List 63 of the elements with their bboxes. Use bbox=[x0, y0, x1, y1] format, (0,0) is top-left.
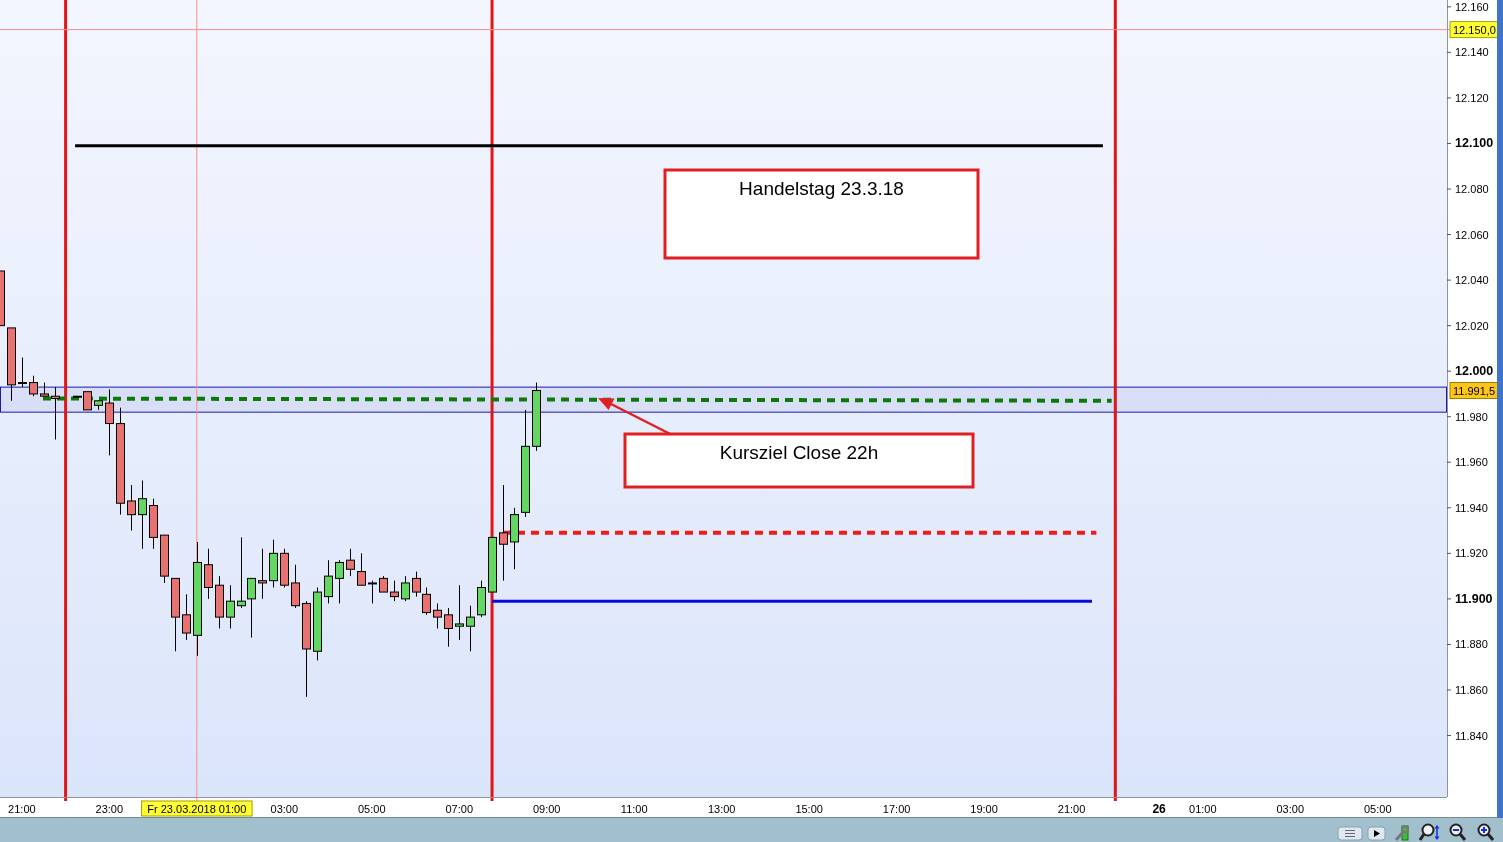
candlestick bbox=[466, 605, 475, 652]
candlestick bbox=[335, 559, 344, 604]
y-tick-label: 11.940 bbox=[1455, 501, 1488, 514]
y-tick-label: 12.160 bbox=[1455, 0, 1489, 13]
y-tick-label: 12.020 bbox=[1455, 319, 1489, 332]
x-tick-label: 21:00 bbox=[1057, 803, 1086, 815]
y-tick-label: 12.140 bbox=[1455, 46, 1489, 59]
candlestick bbox=[204, 548, 213, 600]
x-tick-label: 07:00 bbox=[445, 803, 474, 815]
candlestick bbox=[422, 587, 431, 616]
candlestick bbox=[18, 357, 27, 388]
x-tick-label: 17:00 bbox=[882, 803, 911, 815]
annotation: Handelstag 23.3.18 bbox=[739, 177, 904, 199]
candlestick bbox=[226, 584, 235, 629]
candlestick bbox=[105, 388, 114, 456]
x2-tick-label: 01:00 bbox=[1189, 803, 1217, 815]
y-tick-label: 11.960 bbox=[1455, 456, 1488, 469]
y-tick-label: 12.080 bbox=[1455, 183, 1489, 195]
candlestick bbox=[258, 548, 267, 600]
y-tick-label: 12.060 bbox=[1455, 228, 1489, 241]
x-tick-label: 23:00 bbox=[95, 803, 124, 815]
x-tick-label: 03:00 bbox=[270, 803, 299, 815]
candlestick bbox=[444, 607, 453, 648]
candlestick bbox=[455, 584, 464, 641]
y-tick-label: 12.040 bbox=[1455, 274, 1489, 287]
x-tick-label: 21:00 bbox=[8, 803, 36, 815]
candlestick bbox=[247, 577, 256, 639]
y-tick-label: 12.120 bbox=[1455, 91, 1489, 104]
candlestick bbox=[127, 484, 136, 532]
y-tick-label: 11.880 bbox=[1455, 638, 1488, 651]
candlestick bbox=[357, 552, 366, 586]
ref-line-label: 12.150,0 bbox=[1453, 23, 1496, 36]
text: 11.991,5 bbox=[1453, 384, 1496, 397]
x-tick-label: 05:00 bbox=[358, 803, 386, 815]
y-tick-label: 11.920 bbox=[1455, 547, 1488, 560]
x2-tick-label: 26 bbox=[1152, 802, 1167, 816]
x-tick-label: 09:00 bbox=[532, 803, 561, 815]
candlestick bbox=[182, 593, 191, 641]
ref-line-label: Fr 23.03.2018 01:00 bbox=[147, 802, 247, 815]
candlestick bbox=[346, 548, 355, 577]
y-tick-label: 11.900 bbox=[1455, 591, 1493, 606]
y-tick-label: 12.100 bbox=[1455, 136, 1494, 151]
y-tick-label: 11.980 bbox=[1455, 410, 1488, 423]
x-tick-label: 13:00 bbox=[707, 803, 736, 815]
candlestick bbox=[412, 571, 421, 598]
annotation: Kursziel Close 22h bbox=[719, 441, 879, 463]
y-tick-label: 11.840 bbox=[1455, 729, 1488, 742]
candlestick bbox=[291, 564, 300, 609]
y-tick-label: 12.000 bbox=[1455, 364, 1494, 379]
candlestick bbox=[51, 386, 60, 440]
x-tick-label: 11:00 bbox=[620, 803, 648, 815]
candlestick bbox=[401, 575, 410, 602]
candlestick bbox=[390, 580, 399, 602]
y-tick-label: 11.860 bbox=[1455, 683, 1488, 696]
candlestick bbox=[237, 536, 246, 609]
candlestick bbox=[324, 559, 333, 604]
x-tick-label: 19:00 bbox=[970, 803, 998, 815]
candlestick bbox=[138, 479, 147, 550]
candlestick bbox=[433, 602, 442, 629]
candlestick bbox=[368, 580, 377, 604]
x-tick-label: 15:00 bbox=[795, 803, 823, 815]
candlestick bbox=[29, 375, 38, 397]
candlestick bbox=[499, 484, 508, 582]
